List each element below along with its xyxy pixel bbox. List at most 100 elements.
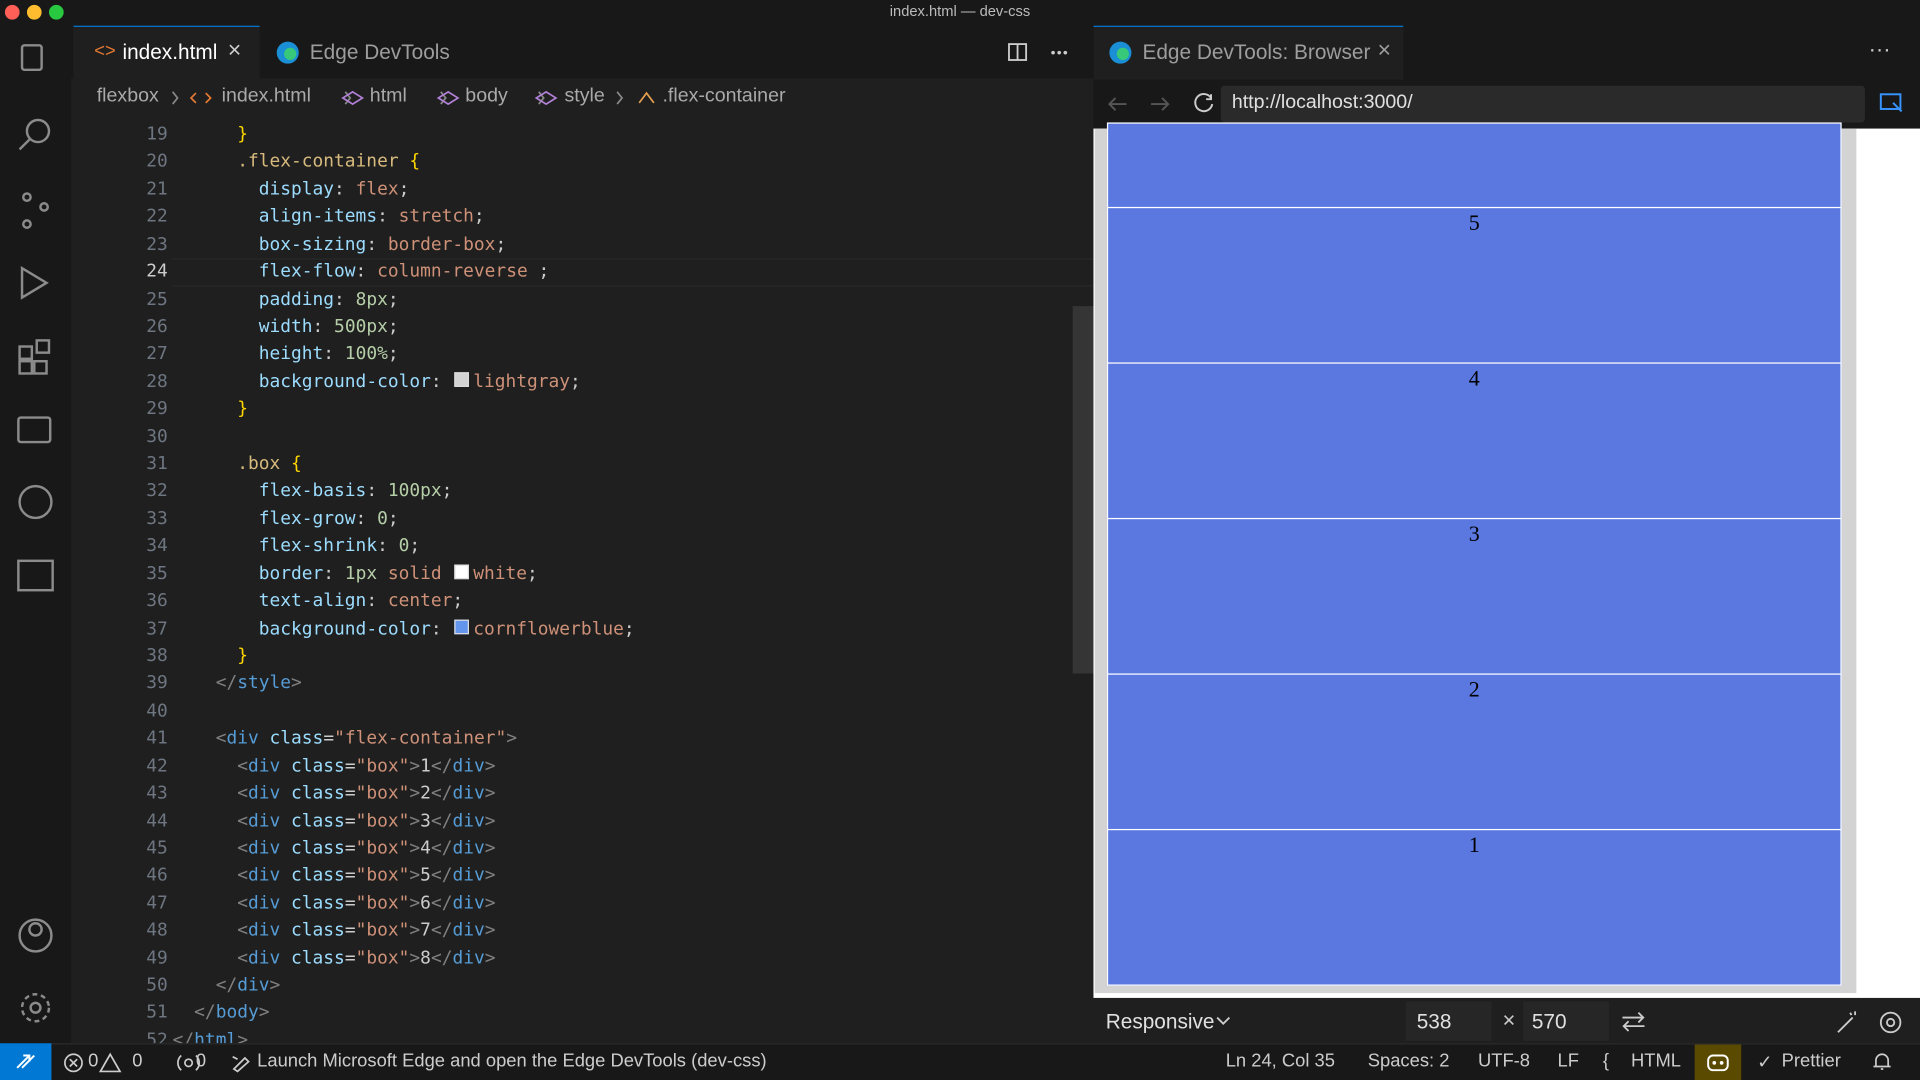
line-number: 40	[146, 700, 168, 721]
remote-indicator[interactable]	[0, 1043, 52, 1080]
line-number: 34	[146, 535, 168, 557]
code-line: </style>	[215, 672, 302, 694]
line-number: 35	[146, 562, 168, 584]
tab-close[interactable]: ×	[227, 37, 242, 64]
task-icon	[232, 1055, 250, 1073]
device-select[interactable]: Responsive	[1105, 1010, 1215, 1034]
code-line: background-color: lightgray;	[258, 370, 581, 392]
formatter[interactable]: Prettier	[1781, 1050, 1841, 1072]
line-number: 36	[146, 590, 168, 612]
code-line: </html>	[172, 1029, 248, 1044]
code-line: background-color: cornflowerblue;	[258, 617, 635, 639]
status-bar	[0, 1043, 1920, 1080]
explorer-icon[interactable]	[20, 44, 43, 72]
tab-label[interactable]: index.html	[122, 40, 218, 64]
code-editor[interactable]: 19 } 20 .flex-container {21 display: flex…	[71, 116, 1094, 1044]
notifications-icon[interactable]	[1871, 1051, 1893, 1073]
viewport-height[interactable]: 570	[1531, 1010, 1567, 1034]
line-number: 23	[146, 233, 168, 255]
ports-count[interactable]: 0	[195, 1050, 207, 1072]
breadcrumb-item[interactable]: style	[564, 85, 605, 107]
edge-icon[interactable]	[18, 484, 53, 520]
maximize-window[interactable]	[48, 4, 64, 20]
viewport-width[interactable]: 538	[1416, 1010, 1452, 1034]
rotate-button[interactable]	[1620, 1009, 1647, 1033]
device-tools[interactable]	[1834, 1009, 1907, 1036]
color-swatch	[454, 371, 470, 387]
active-tab[interactable]	[1093, 25, 1404, 80]
more-actions[interactable]: ···	[1868, 36, 1891, 62]
url[interactable]: http://localhost:3000/	[1231, 91, 1413, 113]
language-mode[interactable]: HTML	[1631, 1050, 1682, 1072]
navigation-buttons[interactable]	[1102, 91, 1224, 118]
cursor-position[interactable]: Ln 24, Col 35	[1225, 1050, 1335, 1072]
editor-actions[interactable]	[1007, 42, 1080, 64]
breadcrumb-separators	[171, 90, 655, 106]
scrollbar[interactable]	[1072, 306, 1094, 674]
line-number: 44	[146, 810, 168, 831]
code-line: <div class="box">2</div>	[237, 782, 496, 804]
box: 2	[1106, 673, 1842, 831]
accounts-icon[interactable]	[18, 918, 53, 953]
encoding[interactable]: UTF-8	[1477, 1050, 1531, 1072]
edge-tab-icon	[276, 41, 299, 64]
extensions-icon[interactable]	[18, 345, 34, 361]
breadcrumb-item[interactable]: body	[465, 85, 508, 107]
tab-close[interactable]: ×	[1377, 37, 1392, 64]
indentation[interactable]: Spaces: 2	[1367, 1050, 1450, 1072]
line-number: 46	[146, 864, 168, 886]
line-number: 24	[146, 260, 168, 282]
breadcrumb-item[interactable]: flexbox	[96, 85, 159, 107]
docker-icon[interactable]	[17, 559, 54, 592]
error-count[interactable]: 0	[88, 1050, 99, 1072]
warning-count[interactable]: 0	[132, 1050, 143, 1072]
line-number: 43	[146, 782, 168, 804]
code-line: flex-flow: column-reverse ;	[258, 260, 550, 282]
running-task[interactable]: Launch Microsoft Edge and open the Edge …	[257, 1050, 767, 1072]
close-window[interactable]	[4, 4, 20, 20]
screencast-toggle[interactable]	[1878, 92, 1905, 116]
remote-explorer-icon[interactable]	[17, 416, 52, 444]
run-debug-icon[interactable]	[20, 266, 49, 300]
code-line: <div class="box">7</div>	[237, 919, 496, 941]
line-number: 30	[146, 425, 168, 447]
tab-label[interactable]: Edge DevTools	[309, 40, 450, 64]
minimize-window[interactable]	[26, 4, 42, 20]
line-number: 49	[146, 947, 168, 969]
line-number: 27	[146, 343, 168, 365]
code-line: flex-shrink: 0;	[258, 535, 421, 557]
breadcrumb-item[interactable]: html	[369, 85, 407, 107]
color-swatch	[454, 619, 470, 634]
tab-label[interactable]: Edge DevTools: Browser	[1142, 40, 1371, 64]
line-number: 20	[146, 151, 168, 172]
code-line: </body>	[194, 1002, 270, 1023]
box	[1106, 122, 1842, 209]
current-line-highlight	[171, 258, 1094, 287]
line-number: 29	[146, 398, 168, 420]
code-line: height: 100%;	[258, 343, 399, 365]
line-number: 32	[146, 480, 168, 502]
status-icons	[64, 1052, 201, 1073]
address-bar[interactable]	[1220, 85, 1865, 123]
edge-tab-icon	[1109, 41, 1132, 64]
code-line: <div class="flex-container">	[215, 727, 518, 749]
line-number: 21	[146, 178, 168, 200]
line-number: 51	[146, 1002, 168, 1023]
box: 5	[1106, 206, 1842, 364]
activity-icons	[17, 44, 54, 1023]
active-tab[interactable]	[73, 25, 260, 80]
settings-icon[interactable]	[20, 993, 51, 1023]
height-field[interactable]	[1523, 1001, 1609, 1041]
end-of-line[interactable]: LF	[1557, 1050, 1579, 1072]
box: 1	[1106, 828, 1842, 986]
box: 3	[1106, 517, 1842, 675]
breadcrumb-item[interactable]: index.html	[221, 85, 311, 107]
breadcrumb-item[interactable]: .flex-container	[662, 85, 786, 107]
device-toolbar	[1093, 997, 1920, 1044]
line-number: 48	[146, 919, 168, 941]
source-control-icon[interactable]	[22, 192, 32, 203]
search-icon[interactable]	[25, 118, 51, 144]
copilot-indicator[interactable]	[1694, 1044, 1742, 1080]
width-field[interactable]	[1405, 1001, 1492, 1041]
